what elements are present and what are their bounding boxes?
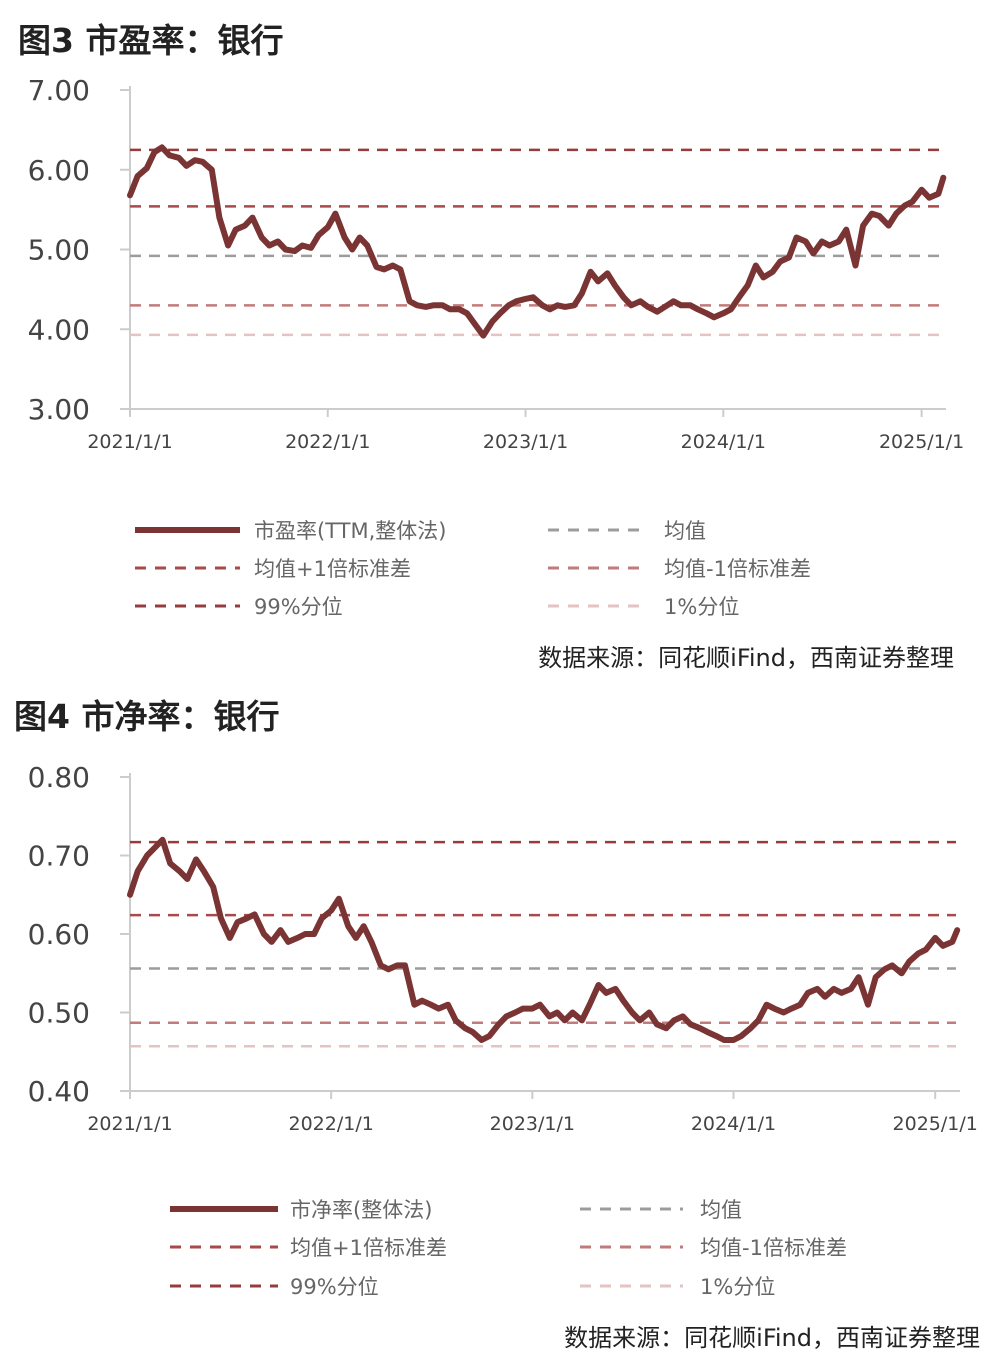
y-tick-label: 7.00 (28, 74, 90, 107)
legend-label: 1%分位 (664, 595, 739, 619)
legend-label: 1%分位 (700, 1275, 775, 1299)
figure3-source: 数据来源：同花顺iFind，西南证券整理 (538, 644, 954, 672)
y-tick-label: 0.70 (28, 840, 90, 873)
x-tick-label: 2024/1/1 (691, 1113, 776, 1135)
figure4-source: 数据来源：同花顺iFind，西南证券整理 (564, 1324, 980, 1352)
x-tick-label: 2023/1/1 (483, 431, 568, 453)
y-tick-label: 0.80 (28, 761, 90, 794)
y-tick-label: 5.00 (28, 234, 90, 267)
pb-ratio-chart: 0.40 0.50 0.60 0.70 0.80 2021/1/1 2022/1/1 2023… (28, 761, 978, 1299)
legend-label: 99%分位 (254, 595, 343, 619)
y-tick-label: 6.00 (28, 154, 90, 187)
x-tick-label: 2023/1/1 (490, 1113, 575, 1135)
main-series-line (127, 144, 947, 339)
x-tick-label: 2025/1/1 (879, 431, 964, 453)
figure3-title: 图3 市盈率：银行 (18, 21, 284, 60)
legend-label: 均值 (700, 1198, 742, 1222)
pe-ratio-chart: 3.00 4.00 5.00 6.00 7.00 2021/1/1 2022/1/1 2023… (28, 74, 965, 619)
x-tick-label: 2022/1/1 (288, 1113, 373, 1135)
x-tick-label: 2024/1/1 (681, 431, 766, 453)
y-tick-label: 0.60 (28, 918, 90, 951)
y-tick-label: 0.50 (28, 997, 90, 1030)
y-tick-label: 0.40 (28, 1075, 90, 1108)
legend-label: 市净率(整体法) (290, 1198, 432, 1222)
legend-label: 均值-1倍标准差 (664, 557, 811, 581)
x-tick-label: 2022/1/1 (285, 431, 370, 453)
legend-label: 均值+1倍标准差 (290, 1236, 447, 1260)
y-tick-label: 3.00 (28, 393, 90, 426)
main-series-line (127, 836, 961, 1043)
legend-label: 均值+1倍标准差 (254, 557, 411, 581)
x-tick-label: 2021/1/1 (87, 431, 172, 453)
figure4-title: 图4 市净率：银行 (14, 697, 280, 736)
x-tick-label: 2025/1/1 (893, 1113, 978, 1135)
legend-label: 市盈率(TTM,整体法) (254, 519, 446, 543)
legend-label: 均值-1倍标准差 (700, 1236, 847, 1260)
legend-label: 99%分位 (290, 1275, 379, 1299)
x-tick-label: 2021/1/1 (87, 1113, 172, 1135)
legend-label: 均值 (664, 519, 706, 543)
y-tick-label: 4.00 (28, 313, 90, 346)
